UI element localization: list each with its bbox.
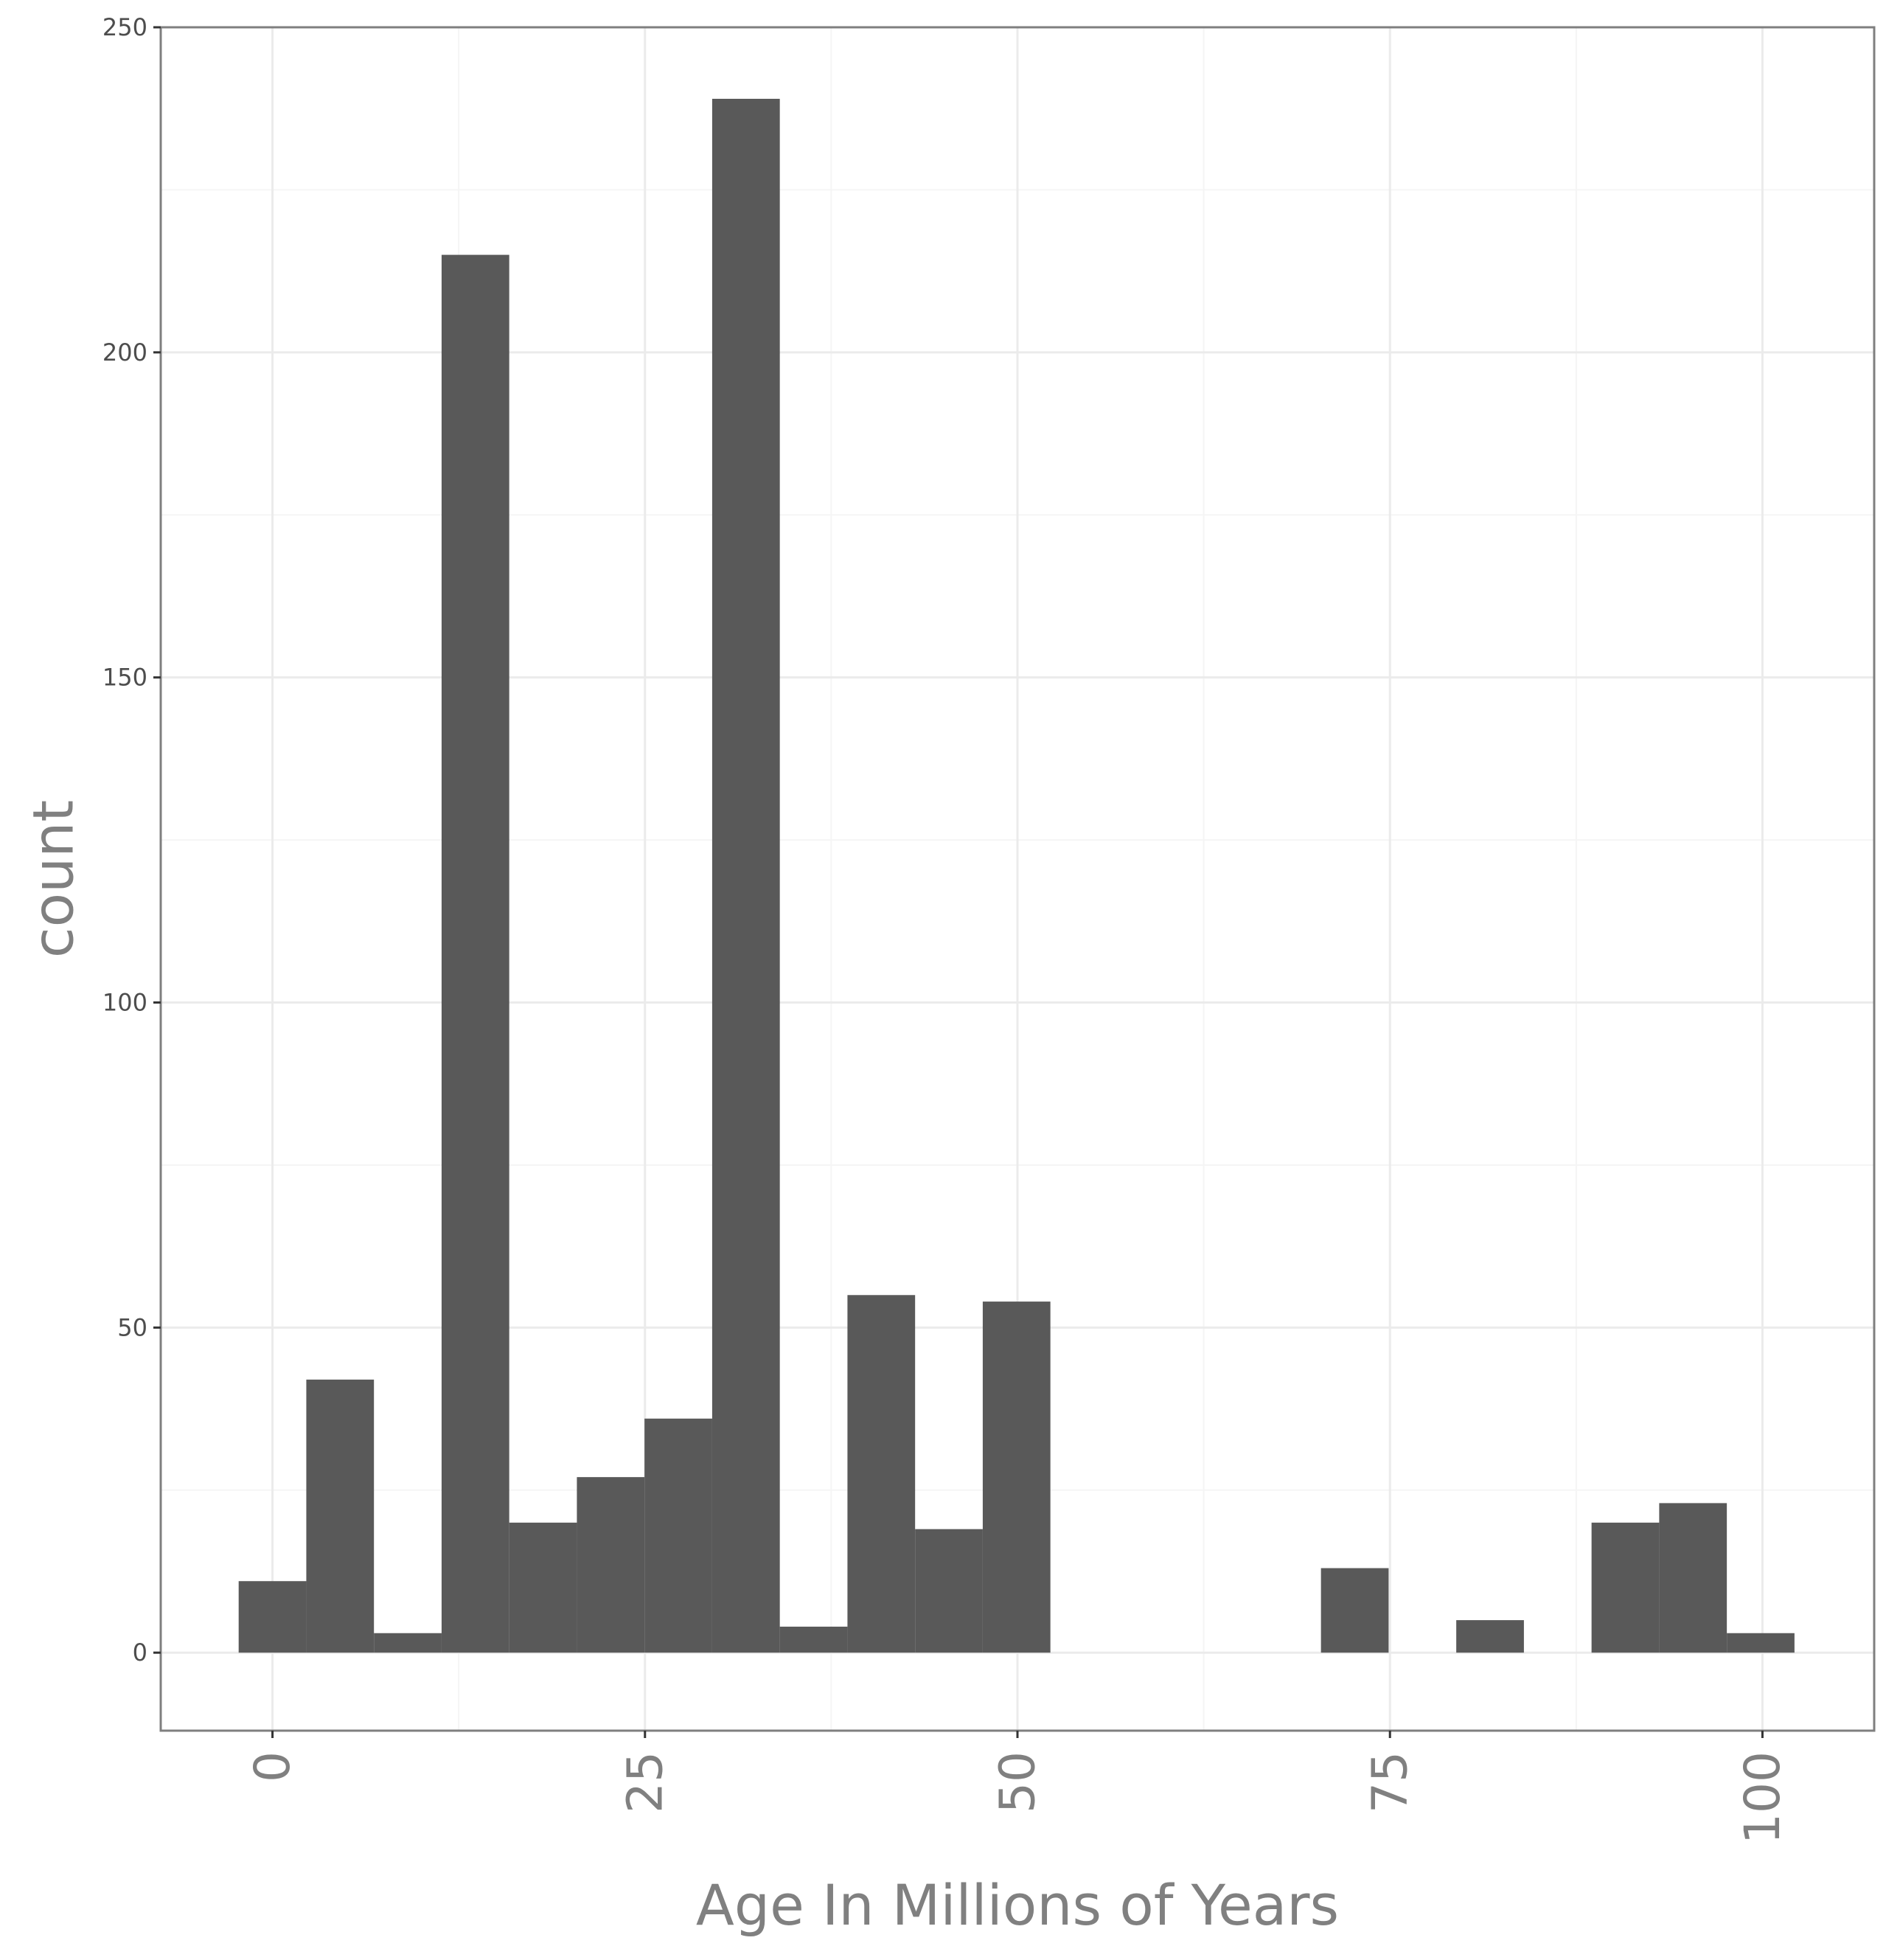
histogram-bar bbox=[1320, 1568, 1389, 1653]
x-axis-ticks: 0 25 50 75 100 bbox=[244, 1731, 1791, 1844]
histogram-bar bbox=[915, 1529, 983, 1653]
x-tick-label: 0 bbox=[244, 1751, 301, 1782]
y-tick-label: 150 bbox=[102, 664, 147, 692]
histogram-bar bbox=[306, 1379, 375, 1653]
y-tick-label: 250 bbox=[102, 13, 147, 41]
histogram-bar bbox=[1727, 1633, 1795, 1653]
x-tick-label: 75 bbox=[1362, 1751, 1419, 1813]
histogram-bar bbox=[577, 1477, 645, 1653]
x-axis-title: Age In Millions of Years bbox=[696, 1872, 1339, 1938]
histogram-bar bbox=[1456, 1620, 1524, 1653]
x-tick-label: 100 bbox=[1734, 1751, 1791, 1844]
y-tick-label: 50 bbox=[117, 1313, 147, 1341]
y-axis-ticks: 0 50 100 150 200 250 bbox=[102, 13, 161, 1667]
x-tick-label: 50 bbox=[989, 1751, 1046, 1813]
y-tick-label: 200 bbox=[102, 338, 147, 366]
y-tick-label: 100 bbox=[102, 989, 147, 1017]
histogram-bar bbox=[238, 1581, 307, 1653]
histogram-bar bbox=[644, 1418, 712, 1653]
histogram-bar bbox=[779, 1626, 848, 1653]
histogram-bar bbox=[1659, 1503, 1727, 1653]
histogram-bar bbox=[711, 98, 780, 1653]
y-axis-title: count bbox=[21, 800, 86, 958]
histogram-bar bbox=[441, 254, 509, 1653]
y-tick-label: 0 bbox=[133, 1638, 147, 1667]
histogram-bar bbox=[1591, 1522, 1660, 1653]
histogram-bar bbox=[982, 1302, 1051, 1653]
histogram-bar bbox=[509, 1522, 577, 1653]
histogram-bars bbox=[238, 98, 1795, 1653]
x-tick-label: 25 bbox=[616, 1751, 673, 1813]
histogram-bar bbox=[374, 1633, 442, 1653]
histogram-bar bbox=[847, 1295, 916, 1653]
